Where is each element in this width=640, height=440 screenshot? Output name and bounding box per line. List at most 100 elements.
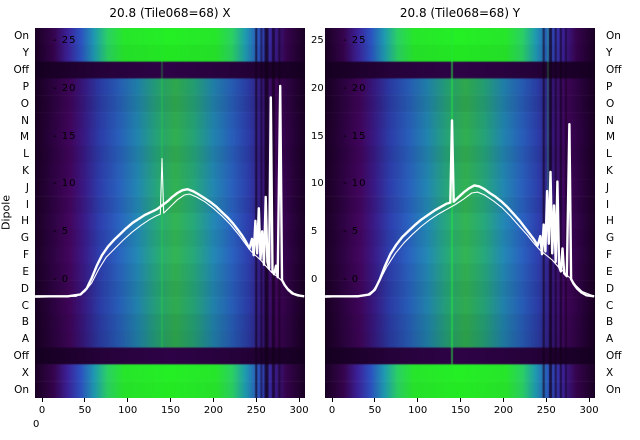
value-tick-right: 5: [311, 226, 318, 238]
heatmap-panel-y: - 25 - 20 - 15 - 10 - 5 - 0 0 50 100 150 200 250 300: [325, 28, 599, 416]
dipole-tick-label: P: [606, 80, 613, 93]
x-tick-mark: [331, 398, 333, 402]
x-tick-label: 0: [38, 405, 46, 416]
dipole-tick-label: O: [606, 97, 615, 110]
right-panel-title: 20.8 (Tile068=68) Y: [399, 6, 521, 20]
dipole-tick-label: L: [23, 148, 29, 161]
dipole-tick-label: N: [606, 114, 614, 127]
value-tick-inner: - 15: [343, 130, 367, 142]
corner-zero-label: 0: [33, 419, 40, 430]
dipole-axis-left: On Y Off P O N M L K J I H G F E D C B A Off X On: [0, 28, 32, 398]
dipole-tick-label: X: [21, 366, 29, 379]
bandpass-main-curve: [325, 119, 595, 298]
x-tick-mark: [84, 398, 86, 402]
value-tick-right: 15: [311, 130, 324, 142]
x-tick-label: 50: [368, 405, 382, 416]
dipole-tick-label: D: [606, 282, 615, 295]
x-tick-label: 200: [493, 405, 513, 416]
dipole-tick-label: J: [25, 181, 29, 194]
dipole-tick-label: A: [606, 333, 614, 346]
value-tick-inner: - 0: [343, 274, 360, 285]
value-tick-right: 10: [311, 178, 324, 190]
heatmap-panel-x: - 25 25 - 20 20 - 15 15 - 10 10 - 5 5 - 0 0 0 50 100 15…: [35, 28, 324, 416]
dipole-tick-label: C: [606, 299, 614, 312]
x-tick-mark: [41, 398, 43, 402]
dipole-tick-label: G: [20, 232, 29, 245]
dipole-tick-label: On: [14, 383, 29, 396]
dipole-tick-label: H: [21, 215, 29, 228]
bandpass-overlay-x: [35, 84, 305, 298]
dipole-tick-label: M: [19, 131, 29, 144]
x-tick-mark: [502, 398, 504, 402]
dipole-tick-label: Off: [606, 64, 622, 77]
value-tick-inner: - 25: [53, 35, 77, 46]
dipole-tick-label: On: [14, 30, 29, 43]
bandpass-main-curve: [35, 84, 305, 298]
dipole-tick-label: H: [606, 215, 614, 228]
dipole-tick-label: Y: [606, 47, 613, 60]
dipole-tick-label: B: [606, 316, 614, 329]
dipole-tick-label: P: [22, 80, 29, 93]
dipole-tick-label: K: [22, 164, 29, 177]
x-tick-label: 250: [536, 405, 556, 416]
dipole-tick-label: Off: [13, 349, 30, 362]
x-tick-label: 150: [161, 405, 181, 416]
value-tick-inner: - 5: [343, 226, 360, 238]
value-tick-inner: - 25: [343, 35, 367, 46]
dipole-tick-label: Y: [22, 47, 29, 60]
x-tick-mark: [588, 398, 590, 402]
x-tick-label: 200: [203, 405, 223, 416]
bandpass-overlay-y: [325, 119, 595, 298]
dipole-tick-label: I: [25, 198, 29, 211]
dipole-tick-label: N: [21, 114, 29, 127]
x-tick-mark: [212, 398, 214, 402]
dipole-tick-label: E: [606, 265, 613, 278]
value-tick-inner: - 20: [343, 82, 367, 94]
dipole-tick-label: A: [21, 333, 29, 346]
value-tick-inner: - 0: [53, 274, 70, 285]
x-tick-label: 250: [246, 405, 266, 416]
x-tick-mark: [127, 398, 129, 402]
x-tick-mark: [460, 398, 462, 402]
value-tick-inner: - 5: [53, 226, 70, 238]
x-tick-mark: [255, 398, 257, 402]
dipole-tick-label: F: [606, 249, 613, 262]
bandpass-secondary-curve: [325, 191, 595, 298]
dipole-tick-label: E: [22, 265, 29, 278]
x-tick-label: 100: [118, 405, 138, 416]
dipole-tick-label: Off: [13, 64, 30, 77]
dipole-tick-label: F: [22, 249, 29, 262]
dipole-tick-label: C: [21, 299, 29, 312]
x-tick-label: 50: [78, 405, 92, 416]
bandpass-secondary-curve: [35, 158, 305, 298]
dipole-tick-label: O: [20, 97, 29, 110]
dipole-tick-label: I: [606, 198, 610, 211]
dipole-tick-label: B: [21, 316, 29, 329]
dipole-tick-label: K: [606, 164, 613, 177]
dipole-tick-label: J: [606, 181, 610, 194]
value-tick-inner: - 10: [343, 178, 367, 190]
x-tick-mark: [417, 398, 419, 402]
value-tick-inner: - 20: [53, 82, 77, 94]
value-tick-inner: - 10: [53, 178, 77, 190]
x-tick-label: 300: [579, 405, 599, 416]
dipole-tick-label: X: [606, 366, 614, 379]
dipole-tick-label: L: [606, 148, 612, 161]
x-tick-label: 100: [408, 405, 428, 416]
x-tick-label: 300: [289, 405, 309, 416]
dipole-tick-label: M: [606, 131, 616, 144]
x-tick-mark: [298, 398, 300, 402]
value-tick-right: 0: [311, 274, 318, 285]
x-tick-mark: [374, 398, 376, 402]
dipole-tick-label: On: [606, 30, 621, 43]
left-panel-title: 20.8 (Tile068=68) X: [109, 6, 231, 20]
x-tick-label: 150: [451, 405, 471, 416]
dipole-tick-label: D: [20, 282, 29, 295]
value-tick-right: 25: [311, 35, 324, 46]
dipole-tick-label: On: [606, 383, 621, 396]
x-tick-mark: [170, 398, 172, 402]
dipole-tick-label: Off: [606, 349, 622, 362]
value-tick-inner: - 15: [53, 130, 77, 142]
dipole-axis-right: On Y Off P O N M L K J I H G F E D C B A Off X On: [604, 28, 638, 398]
